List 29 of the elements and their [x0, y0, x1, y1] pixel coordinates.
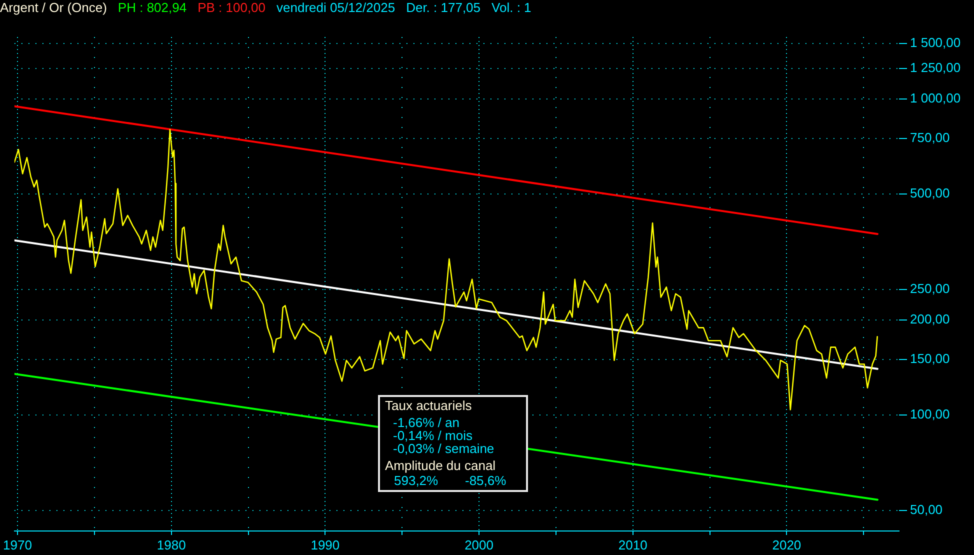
y-tick-label: 150,00: [910, 351, 950, 366]
x-tick-label: 2000: [464, 537, 494, 552]
text: PB : 100,00: [198, 0, 266, 16]
y-tick-label: 1 250,00: [910, 60, 961, 75]
x-tick-label: 1990: [310, 537, 340, 552]
text: Vol. : 1: [492, 0, 532, 16]
annotation: -0,03% / semaine: [393, 441, 494, 456]
y-tick-label: 1 000,00: [910, 90, 961, 106]
y-tick-label: 200,00: [910, 312, 950, 327]
text: PH : 802,94: [118, 0, 187, 16]
chart-title: Argent / Or (Once): [0, 0, 107, 16]
x-tick-label: 2020: [772, 537, 802, 552]
y-tick-label: 750,00: [910, 130, 950, 146]
y-tick-label: 1 500,00: [910, 34, 961, 50]
y-tick-label: 50,00: [910, 502, 943, 517]
y-tick-label: 500,00: [910, 186, 950, 201]
x-tick-label: 1980: [156, 537, 186, 552]
annotation: -85,6%: [465, 473, 506, 488]
x-tick-label: 2010: [618, 537, 648, 552]
y-tick-label: 100,00: [910, 406, 950, 422]
text: vendredi 05/12/2025: [276, 0, 396, 16]
y-tick-label: 250,00: [910, 280, 950, 296]
annotation: Amplitude du canal: [385, 458, 496, 473]
annotation: -0,14% / mois: [393, 428, 472, 443]
annotation: -1,66% / an: [393, 415, 460, 430]
text: Der. : 177,05: [406, 0, 481, 16]
annotation: Taux actuariels: [385, 398, 472, 413]
annotation: 593,2%: [394, 473, 438, 488]
x-tick-label: 1970: [3, 537, 32, 552]
